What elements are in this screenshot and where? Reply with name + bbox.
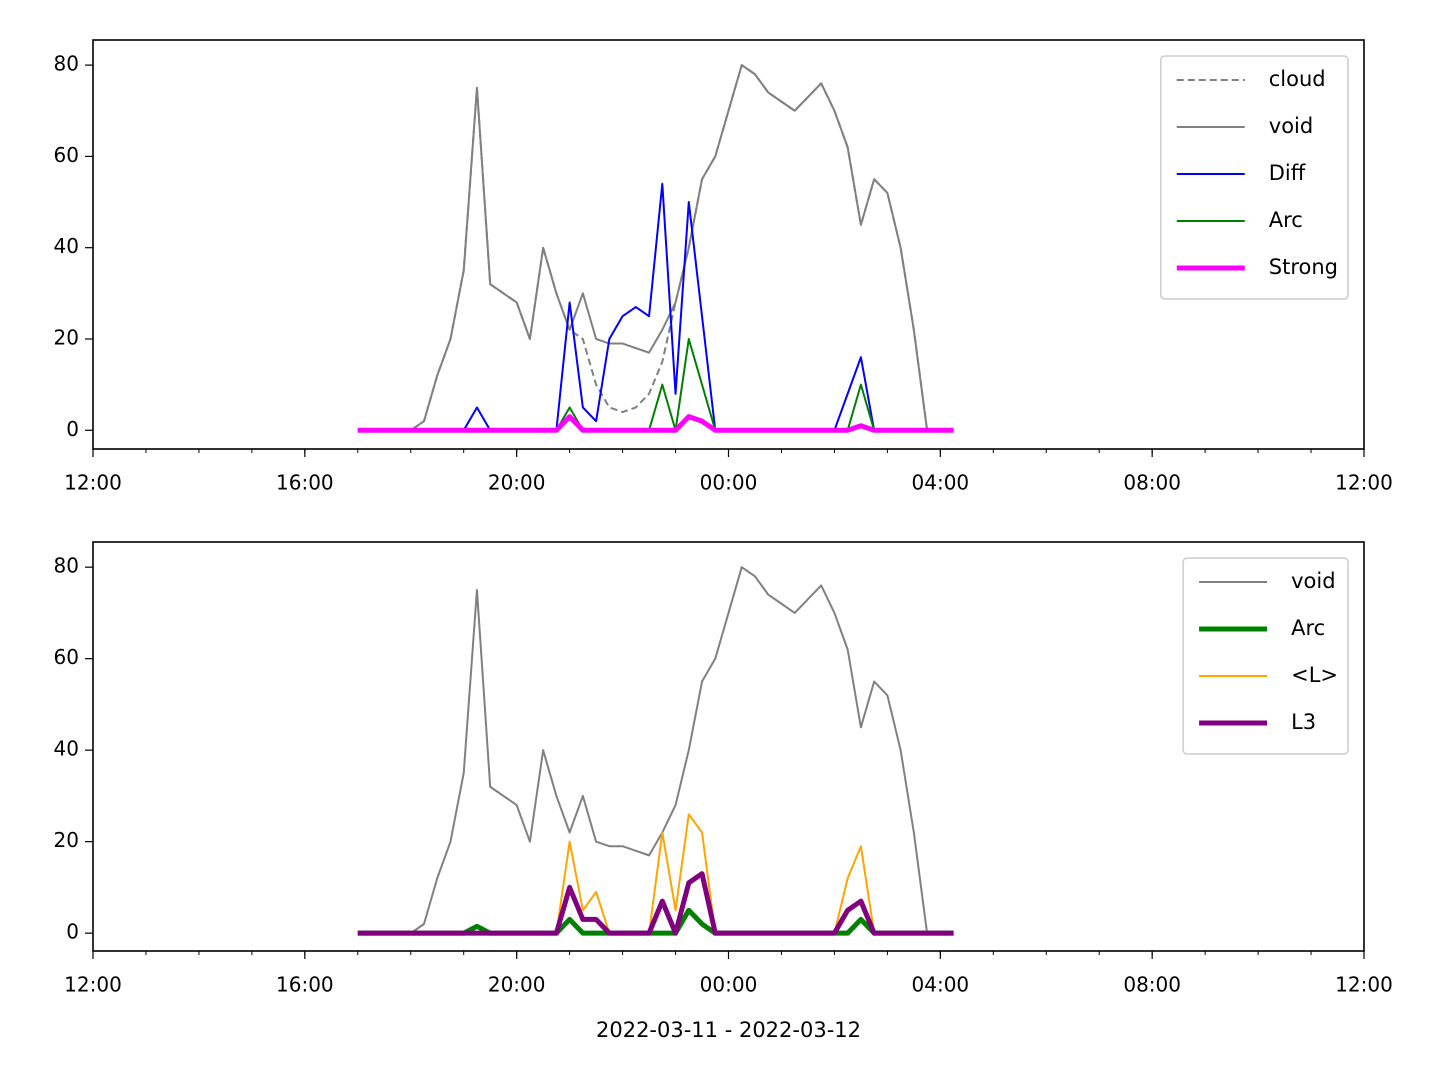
- legend-label: void: [1269, 114, 1313, 138]
- x-axis-label: 2022-03-11 - 2022-03-12: [596, 1018, 861, 1042]
- x-tick-label: 12:00: [1335, 973, 1393, 997]
- legend-label: Strong: [1269, 255, 1338, 279]
- x-tick-label: 16:00: [276, 973, 334, 997]
- y-tick-label: 40: [54, 737, 79, 761]
- x-tick-label: 20:00: [488, 973, 546, 997]
- x-tick-label: 12:00: [1335, 471, 1393, 495]
- legend: cloud void Diff Arc Strong: [1160, 55, 1349, 300]
- y-tick-label: 60: [54, 645, 79, 669]
- y-tick-label: 40: [54, 234, 79, 258]
- y-tick-label: 0: [66, 417, 79, 441]
- y-tick-label: 80: [54, 554, 79, 578]
- legend-label: cloud: [1269, 67, 1326, 91]
- x-tick-label: 04:00: [912, 973, 970, 997]
- axes-frame: [92, 39, 1365, 450]
- legend-label: Arc: [1291, 616, 1325, 640]
- legend-frame: [1182, 557, 1349, 755]
- x-tick-label: 20:00: [488, 471, 546, 495]
- legend-label: <L>: [1291, 663, 1338, 687]
- legend: void Arc <L> L3: [1182, 557, 1349, 755]
- y-tick-label: 20: [54, 828, 79, 852]
- y-tick-label: 20: [54, 325, 79, 349]
- x-tick-label: 04:00: [912, 471, 970, 495]
- axes-frame: [92, 541, 1365, 952]
- x-tick-label: 00:00: [700, 471, 758, 495]
- legend-frame: [1160, 55, 1349, 300]
- series-line: [357, 566, 954, 935]
- legend-label: Diff: [1269, 161, 1306, 185]
- legend-label: L3: [1291, 710, 1316, 734]
- x-tick-label: 12:00: [64, 471, 122, 495]
- x-tick-label: 08:00: [1123, 973, 1181, 997]
- x-tick-label: 00:00: [700, 973, 758, 997]
- y-tick-label: 60: [54, 143, 79, 167]
- x-tick-label: 12:00: [64, 973, 122, 997]
- axes: 12:00 16:00 20:00 00:00 04:00 08:00 12:00 0 20 40…: [54, 39, 1393, 495]
- series-line: [357, 871, 954, 936]
- y-tick-label: 80: [54, 52, 79, 76]
- x-tick-label: 08:00: [1123, 471, 1181, 495]
- series-line: [357, 414, 954, 433]
- series-line: [357, 337, 954, 432]
- axes: 12:00 16:00 20:00 00:00 04:00 08:00 12:00 0 20 40…: [54, 541, 1393, 1042]
- y-tick-label: 0: [66, 920, 79, 944]
- series-line: [357, 64, 954, 432]
- legend-label: void: [1291, 569, 1335, 593]
- x-tick-label: 16:00: [276, 471, 334, 495]
- legend-label: Arc: [1269, 208, 1303, 232]
